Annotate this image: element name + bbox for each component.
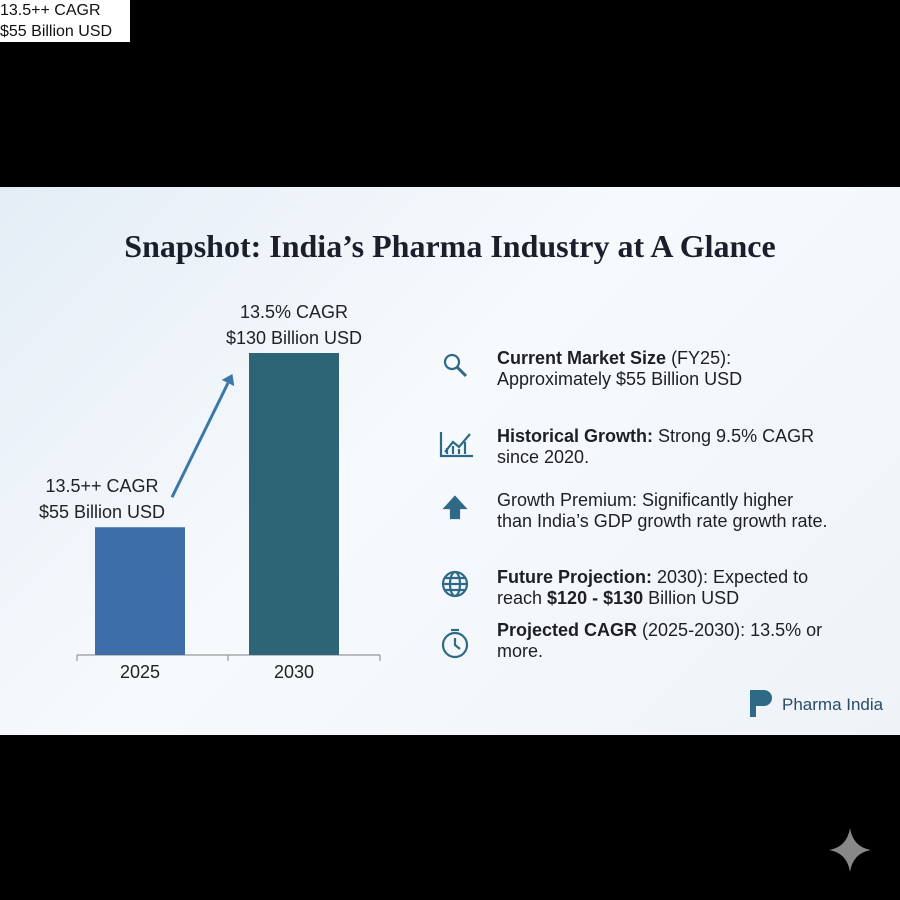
sparkle bbox=[829, 828, 871, 872]
highlight-text: (FY25): Approximately $55 Billion USD bbox=[497, 348, 743, 389]
annotation: 13.5% CAGR bbox=[240, 302, 348, 322]
highlight-text: $120 - $130 bbox=[547, 588, 644, 608]
highlight-text: Strong 9.5% CAGR since 2020. bbox=[497, 426, 815, 467]
highlight: Growth Premium: Significantly higher tha… bbox=[497, 490, 832, 532]
arrow-head bbox=[221, 374, 235, 387]
highlight-text: Billion USD bbox=[643, 588, 740, 608]
highlight: Future Projection: 2030): Expected to re… bbox=[497, 567, 832, 609]
highlight-text: (2025-2030): 13.5% or more. bbox=[497, 620, 823, 661]
value-label: $55 Billion USD bbox=[39, 502, 165, 522]
x-tick-label: 2025 bbox=[120, 662, 160, 682]
highlight-text: Growth Premium: Significantly higher tha… bbox=[497, 490, 828, 531]
x-tick-label: 2030 bbox=[274, 662, 314, 682]
highlight: Projected CAGR (2025-2030): 13.5% or mor… bbox=[497, 620, 832, 662]
bar bbox=[249, 353, 339, 655]
badge: 13.5++ CAGR $55 Billion USD bbox=[0, 0, 130, 42]
bar bbox=[95, 527, 185, 655]
logo: Pharma India bbox=[782, 695, 884, 714]
highlight-text: 2030): Expected to reach bbox=[497, 567, 809, 608]
annotation: 13.5++ CAGR bbox=[45, 476, 158, 496]
highlight: Historical Growth: Strong 9.5% CAGR sinc… bbox=[497, 426, 832, 468]
icons bbox=[439, 353, 772, 717]
arrow bbox=[170, 382, 230, 498]
highlight-text: Historical Growth: bbox=[497, 426, 654, 446]
badge-line: $55 Billion USD bbox=[0, 23, 113, 40]
highlight-text: Projected CAGR bbox=[497, 620, 638, 640]
highlight-text: Current Market Size bbox=[497, 348, 667, 368]
highlight: Current Market Size (FY25): Approximatel… bbox=[497, 348, 832, 390]
highlight-text: Future Projection: bbox=[497, 567, 653, 587]
badge-line: 13.5++ CAGR bbox=[0, 2, 101, 19]
value-label: $130 Billion USD bbox=[226, 328, 362, 348]
title: Snapshot: India’s Pharma Industry at A G… bbox=[124, 228, 776, 264]
